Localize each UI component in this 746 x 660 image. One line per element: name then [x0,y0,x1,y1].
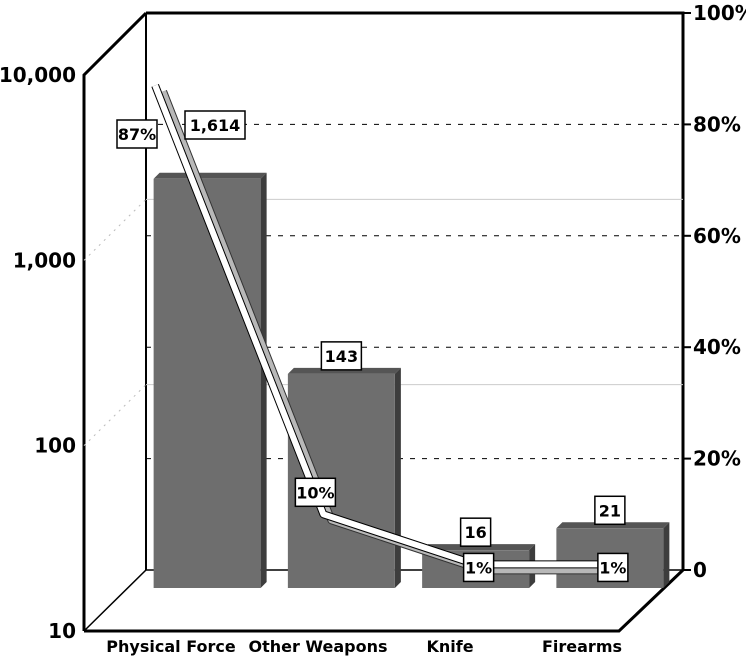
y2-tick-label: 40% [693,335,741,359]
bars [153,172,670,588]
bar-side [260,172,267,588]
y-tick-label: 100 [34,434,76,458]
label-text: 10% [296,483,334,502]
bar-top [153,172,267,179]
side-gridline [83,384,147,447]
y-tick-label: 1,000 [13,248,76,272]
bar-value-label: 21 [594,495,626,526]
side-gridline [83,198,147,261]
percent-label: 1% [462,552,495,583]
label-box [594,495,626,526]
bar-top [287,367,401,374]
label-text: 143 [325,347,358,366]
bar-side [394,367,401,588]
label-text: 21 [599,501,621,520]
left-wall-edge [82,11,148,631]
y2-tick-label: 100% [693,1,746,25]
percent-line [151,83,618,575]
percent-label: 1% [597,552,629,583]
ribbon-face [152,84,610,568]
floor-edge [84,568,685,633]
percent-label: 10% [294,477,337,508]
label-box [116,119,158,149]
labels: 1,614 143 16 21 87% 10% 1% 1% [116,110,629,583]
bar-value-label: 16 [459,517,492,547]
bar-top [422,544,536,551]
bar-other-weapons [287,367,401,588]
percent-label: 87% [116,119,158,149]
label-text: 16 [464,523,486,542]
y-tick-label: 10,000 [0,63,76,87]
x-tick-label: Other Weapons [248,637,387,656]
bar-physical-force [153,172,267,588]
bar-side [663,522,670,588]
label-box [294,477,337,508]
label-text: 1% [599,558,626,577]
label-box [320,341,363,371]
label-box [597,552,629,583]
label-box [459,517,492,547]
x-tick-label: Physical Force [106,637,236,656]
y2-tick-label: 60% [693,224,741,248]
y-tick-label: 10 [48,619,76,643]
y2-tick-label: 0 [693,558,707,582]
label-box [184,110,246,140]
bar-value-label: 143 [320,341,363,371]
bar-top [556,522,670,529]
label-box [462,552,495,583]
label-text: 1,614 [190,116,241,135]
x-tick-label: Knife [426,637,473,656]
bar-front [153,178,261,588]
bar-value-label: 1,614 [184,110,246,140]
label-text: 87% [118,125,156,144]
x-tick-label: Firearms [542,637,622,656]
y2-tick-label: 80% [693,112,741,136]
label-text: 1% [465,558,492,577]
y2-tick-label: 20% [693,447,741,471]
